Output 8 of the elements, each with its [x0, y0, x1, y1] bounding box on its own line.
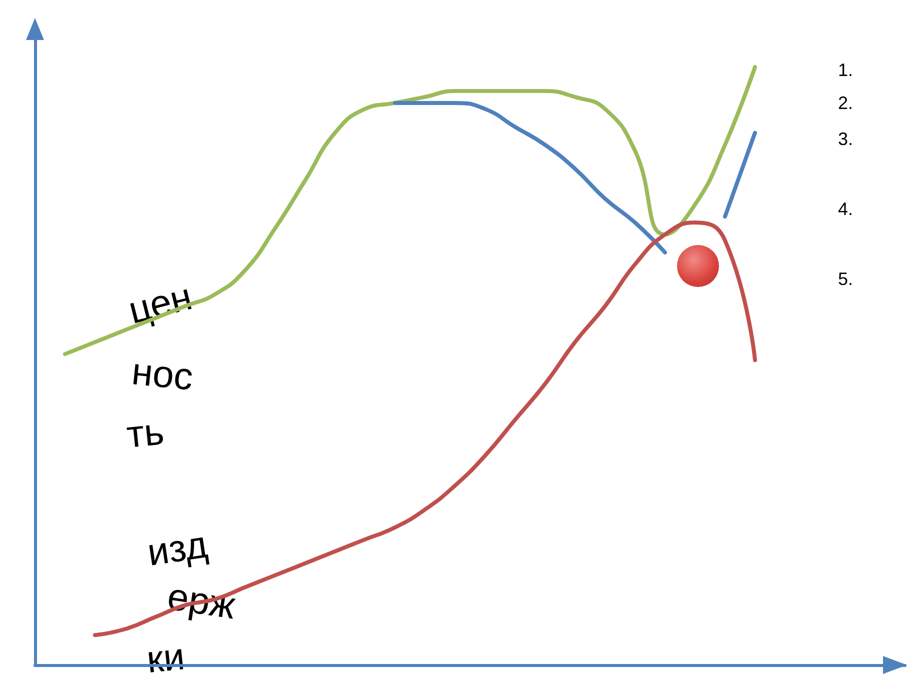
annotation: 2.: [838, 93, 854, 113]
annotation: нос: [130, 351, 195, 399]
annotation: 1.: [838, 60, 854, 80]
annotation: 5.: [838, 269, 854, 289]
annotation: ть: [124, 411, 166, 457]
annotation: 4.: [838, 199, 854, 219]
annotation: 3.: [838, 129, 854, 149]
annotation: изд: [144, 524, 210, 575]
